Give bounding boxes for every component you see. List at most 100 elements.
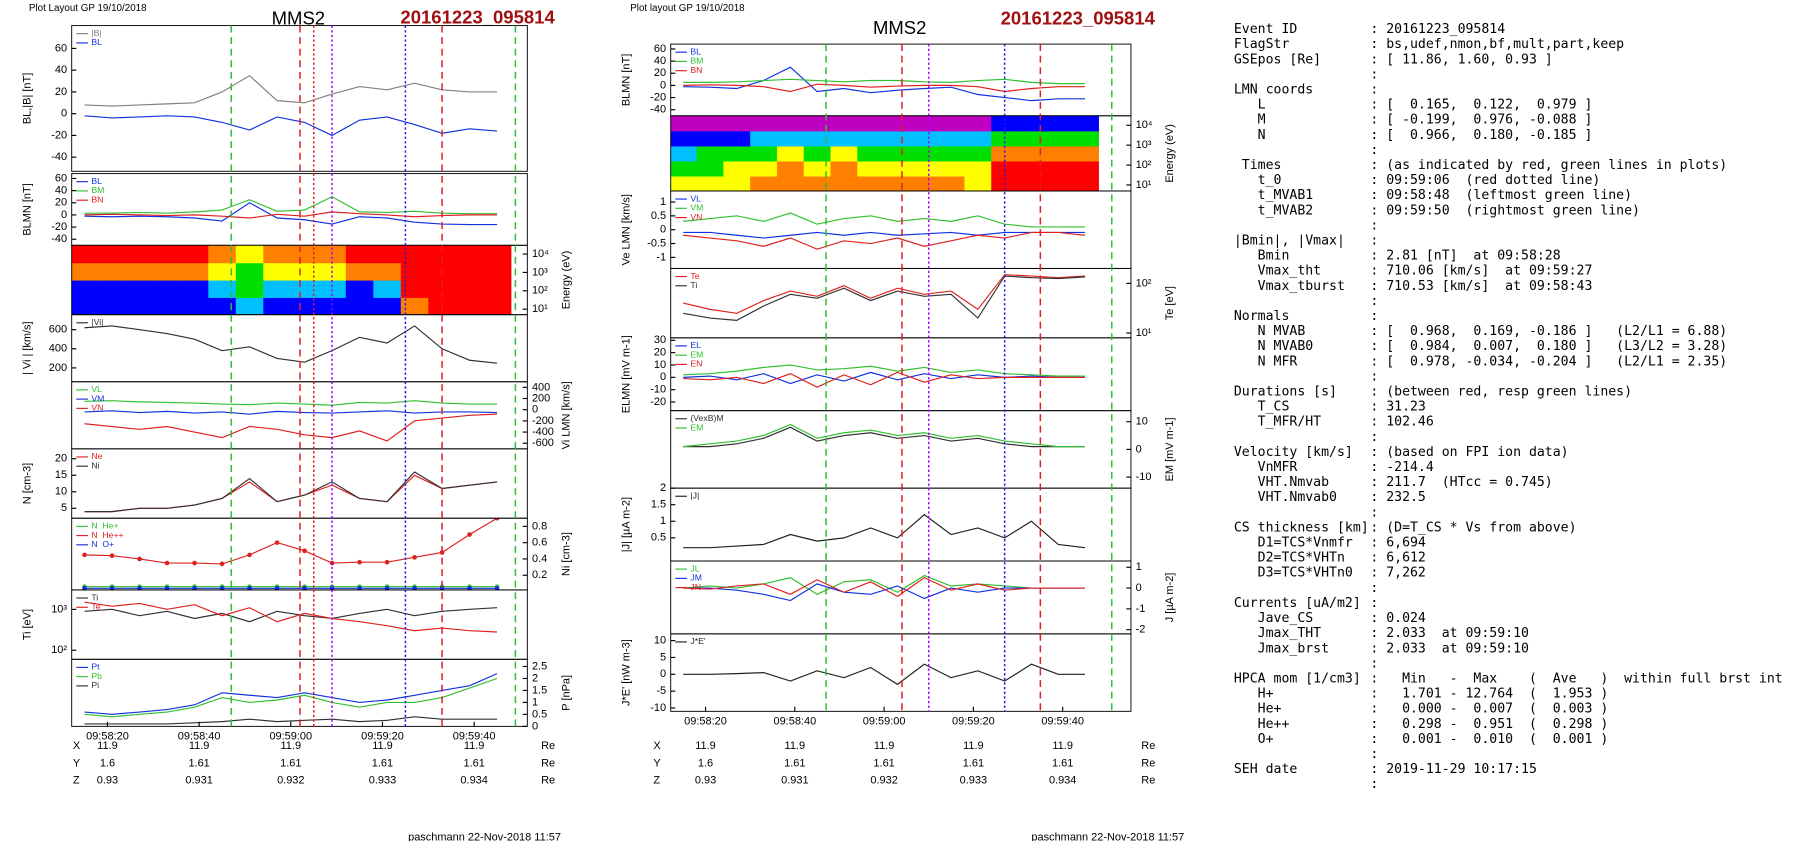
y-tick-label: 20 [55, 197, 67, 209]
summary-value: : (between red, resp green lines) [1370, 385, 1632, 400]
legend-label: VM [91, 393, 104, 403]
summary-label: VHT.Nmvab [1234, 475, 1329, 490]
summary-label: VHT.Nmvab0 [1234, 490, 1337, 505]
legend-label: J*E' [690, 636, 705, 646]
summary-value: : [ 0.984, 0.007, 0.180 ] (L3/L2 = 3.28) [1370, 339, 1727, 354]
y-tick-label: 2.5 [532, 660, 547, 672]
trace [683, 426, 1085, 448]
position-label: Z [73, 775, 80, 787]
trace [683, 66, 1085, 102]
summary-value: : 211.7 (HTcc = 0.745) [1370, 475, 1552, 490]
position-value: 1.6 [100, 757, 115, 769]
spectrogram-cell [263, 297, 292, 315]
position-value: 0.932 [277, 775, 304, 787]
legend-label: (VexB)M [690, 413, 723, 423]
summary-value: : 710.53 [km/s] at 09:58:43 [1370, 279, 1592, 294]
spectrogram-cell [455, 245, 484, 264]
legend-label: Pt [91, 662, 100, 672]
y-axis-label: ELMN [mV m-1] [621, 335, 633, 413]
y-axis-label: EM [mV m-1] [1164, 417, 1176, 481]
position-value: 11.9 [963, 740, 984, 752]
spectrogram-cell [830, 130, 858, 147]
spectrogram-cell [1071, 115, 1099, 132]
trace [84, 211, 498, 219]
trace [683, 78, 1085, 85]
point [82, 552, 87, 558]
summary-value: : [1370, 309, 1378, 324]
spectrogram-cell [776, 130, 805, 147]
y-tick-label: 10 [55, 486, 67, 498]
legend-label: VL [690, 193, 701, 203]
trace [84, 413, 498, 442]
summary-value: : 09:59:06 (red dotted line) [1370, 173, 1600, 188]
panel [683, 212, 1086, 250]
spectrogram-cell [1018, 160, 1046, 177]
summary-label: LMN coords [1234, 82, 1313, 97]
summary-value: : 0.024 [1370, 611, 1426, 626]
position-value: 11.9 [874, 740, 895, 752]
legend-label: BL [91, 176, 102, 186]
y-tick-label: 40 [654, 55, 666, 67]
summary-label: |Bmin|, |Vmax| [1234, 233, 1345, 248]
summary-value: : 20161223_095814 [1370, 22, 1505, 37]
spectrogram-cell [776, 115, 805, 132]
y-tick-label: 10⁴ [532, 248, 549, 260]
summary-value: : [ 0.165, 0.122, 0.979 ] [1370, 98, 1592, 113]
spectrogram-cell [750, 160, 778, 177]
panel [84, 471, 498, 513]
position-value: 1.61 [963, 757, 984, 769]
summary-label: D1=TCS*Vnmfr [1234, 536, 1353, 551]
y-tick-label: -1 [1136, 603, 1146, 615]
summary-value: : [1370, 143, 1378, 158]
spectrogram-cell [937, 130, 966, 147]
spectrogram-cell [180, 245, 209, 264]
legend-label: VN [690, 212, 702, 222]
point [164, 560, 170, 566]
position-value: 1.61 [1052, 757, 1073, 769]
y-tick-label: -0.5 [647, 237, 666, 249]
summary-value: : [1370, 777, 1378, 792]
position-value: 0.934 [460, 775, 487, 787]
legend-label: Ti [690, 280, 697, 290]
y-tick-label: 0.5 [651, 532, 666, 544]
summary-value: : [1370, 581, 1378, 596]
spectrogram-cell [776, 160, 805, 177]
summary-label: CS thickness [km] [1234, 520, 1369, 535]
spectrogram-cell [125, 279, 154, 298]
spectrogram-cell [964, 175, 992, 191]
panel [683, 274, 1085, 321]
spectrogram-cell [1018, 130, 1046, 147]
position-value: 1.61 [188, 757, 209, 769]
panel [84, 325, 498, 364]
spectrogram-cell [937, 145, 966, 162]
summary-value: : (D=T_CS * Vs from above) [1370, 520, 1576, 535]
spectrogram-cell [345, 262, 374, 281]
y-tick-label: 15 [55, 469, 67, 481]
spectrogram-cell [830, 145, 858, 162]
trace [683, 371, 1085, 385]
spectrogram-cell [235, 279, 264, 298]
spectrogram-cell [290, 297, 319, 315]
summary-label: Event ID [1234, 22, 1298, 37]
legend-label: Te [91, 602, 100, 612]
point [192, 585, 197, 590]
trace [683, 231, 1085, 239]
spectrogram-cell [373, 279, 402, 298]
summary-label: Normals [1234, 309, 1290, 324]
position-value: 1.61 [372, 757, 393, 769]
y-tick-label: 0 [1136, 582, 1142, 594]
spectrogram-cell [483, 245, 512, 264]
summary-value: : 2.81 [nT] at 09:58:28 [1370, 249, 1560, 264]
y-tick-label: 0.4 [532, 553, 547, 565]
spectrogram-cell [964, 160, 992, 177]
spectrogram-cell [830, 160, 858, 177]
spectrogram-cell [180, 297, 209, 315]
y-tick-label: 0 [1136, 443, 1142, 455]
panel [84, 196, 498, 226]
position-value: 0.93 [695, 775, 716, 787]
y-tick-label: 10¹ [532, 303, 548, 315]
legend-label: EM [690, 349, 703, 359]
summary-value: : [1370, 233, 1378, 248]
spectrogram-cell [1018, 145, 1046, 162]
position-value: 0.931 [781, 775, 808, 787]
